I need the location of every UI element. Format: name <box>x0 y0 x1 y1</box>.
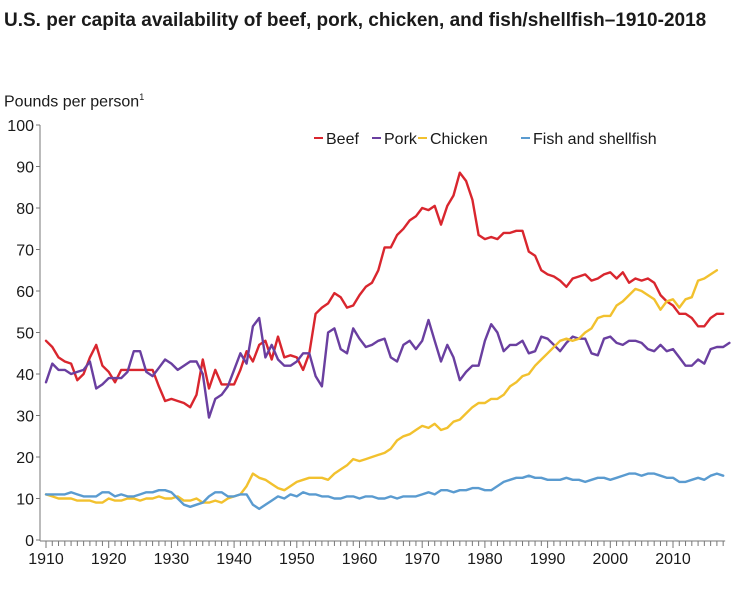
x-tick-label: 1950 <box>279 551 315 568</box>
x-tick-label: 1920 <box>91 551 127 568</box>
legend-item: Fish and shellfish <box>521 131 657 148</box>
beef-line <box>44 171 725 409</box>
y-axis-label: Pounds per person1 <box>4 92 144 111</box>
x-tick-label: 2010 <box>655 551 691 568</box>
x-tick-label: 2000 <box>593 551 629 568</box>
y-tick-label: 0 <box>25 533 34 550</box>
legend-label-chicken: Chicken <box>430 131 488 148</box>
pork-line <box>44 316 731 419</box>
legend-label-pork: Pork <box>384 131 418 148</box>
y-tick-label: 40 <box>16 367 34 384</box>
y-tick-label: 100 <box>7 118 34 135</box>
y-tick-label: 60 <box>16 284 34 301</box>
y-axis-label-text: Pounds per person <box>4 93 140 111</box>
y-tick-label: 80 <box>16 201 34 218</box>
y-axis-label-footnote: 1 <box>139 92 145 102</box>
chicken-line <box>44 269 719 504</box>
legend-item: Pork <box>372 131 418 148</box>
axes: 0 10 20 30 40 50 60 70 80 90 100 1910 1920 1930 1940 19… <box>7 118 726 568</box>
x-tick-label: 1990 <box>530 551 566 568</box>
legend: Beef Pork Chicken Fish and shellfish <box>314 131 657 148</box>
fish-and-shellfish-line <box>44 472 725 511</box>
y-tick-label: 10 <box>16 492 34 509</box>
chart-title: U.S. per capita availability of beef, po… <box>4 10 707 31</box>
y-tick-label: 30 <box>16 409 34 426</box>
x-tick-label: 1970 <box>404 551 440 568</box>
legend-label-fish-and-shellfish: Fish and shellfish <box>533 131 657 148</box>
x-tick-label: 1910 <box>28 551 64 568</box>
x-tick-label: 1960 <box>342 551 378 568</box>
y-tick-label: 50 <box>16 326 34 343</box>
legend-item: Chicken <box>418 131 488 148</box>
legend-label-beef: Beef <box>326 131 359 148</box>
x-tick-label: 1980 <box>467 551 503 568</box>
y-tick-label: 70 <box>16 243 34 260</box>
x-tick-label: 1940 <box>216 551 252 568</box>
y-tick-label: 20 <box>16 450 34 467</box>
legend-item: Beef <box>314 131 359 148</box>
y-tick-label: 90 <box>16 160 34 177</box>
series-lines <box>44 171 731 511</box>
x-tick-label: 1930 <box>154 551 190 568</box>
